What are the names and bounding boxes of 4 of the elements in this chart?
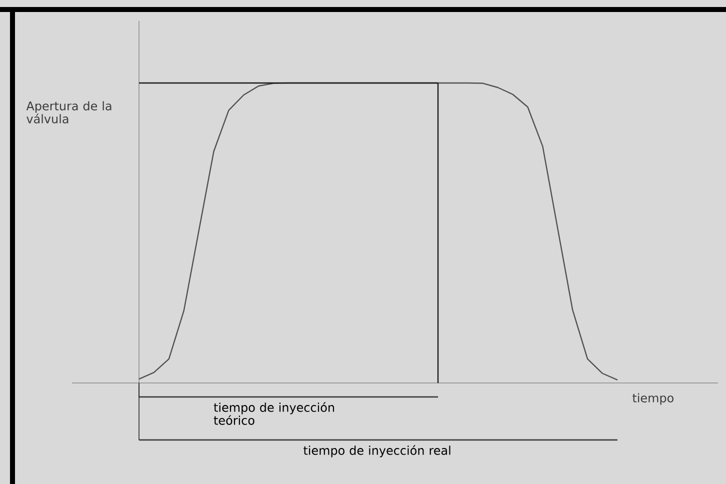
x-axis-title: tiempo — [632, 393, 674, 405]
text: tiempo de inyección teórico — [214, 402, 334, 425]
y-axis-title: Apertura de la válvula — [26, 101, 112, 124]
text: tiempo de inyección real — [304, 445, 450, 458]
